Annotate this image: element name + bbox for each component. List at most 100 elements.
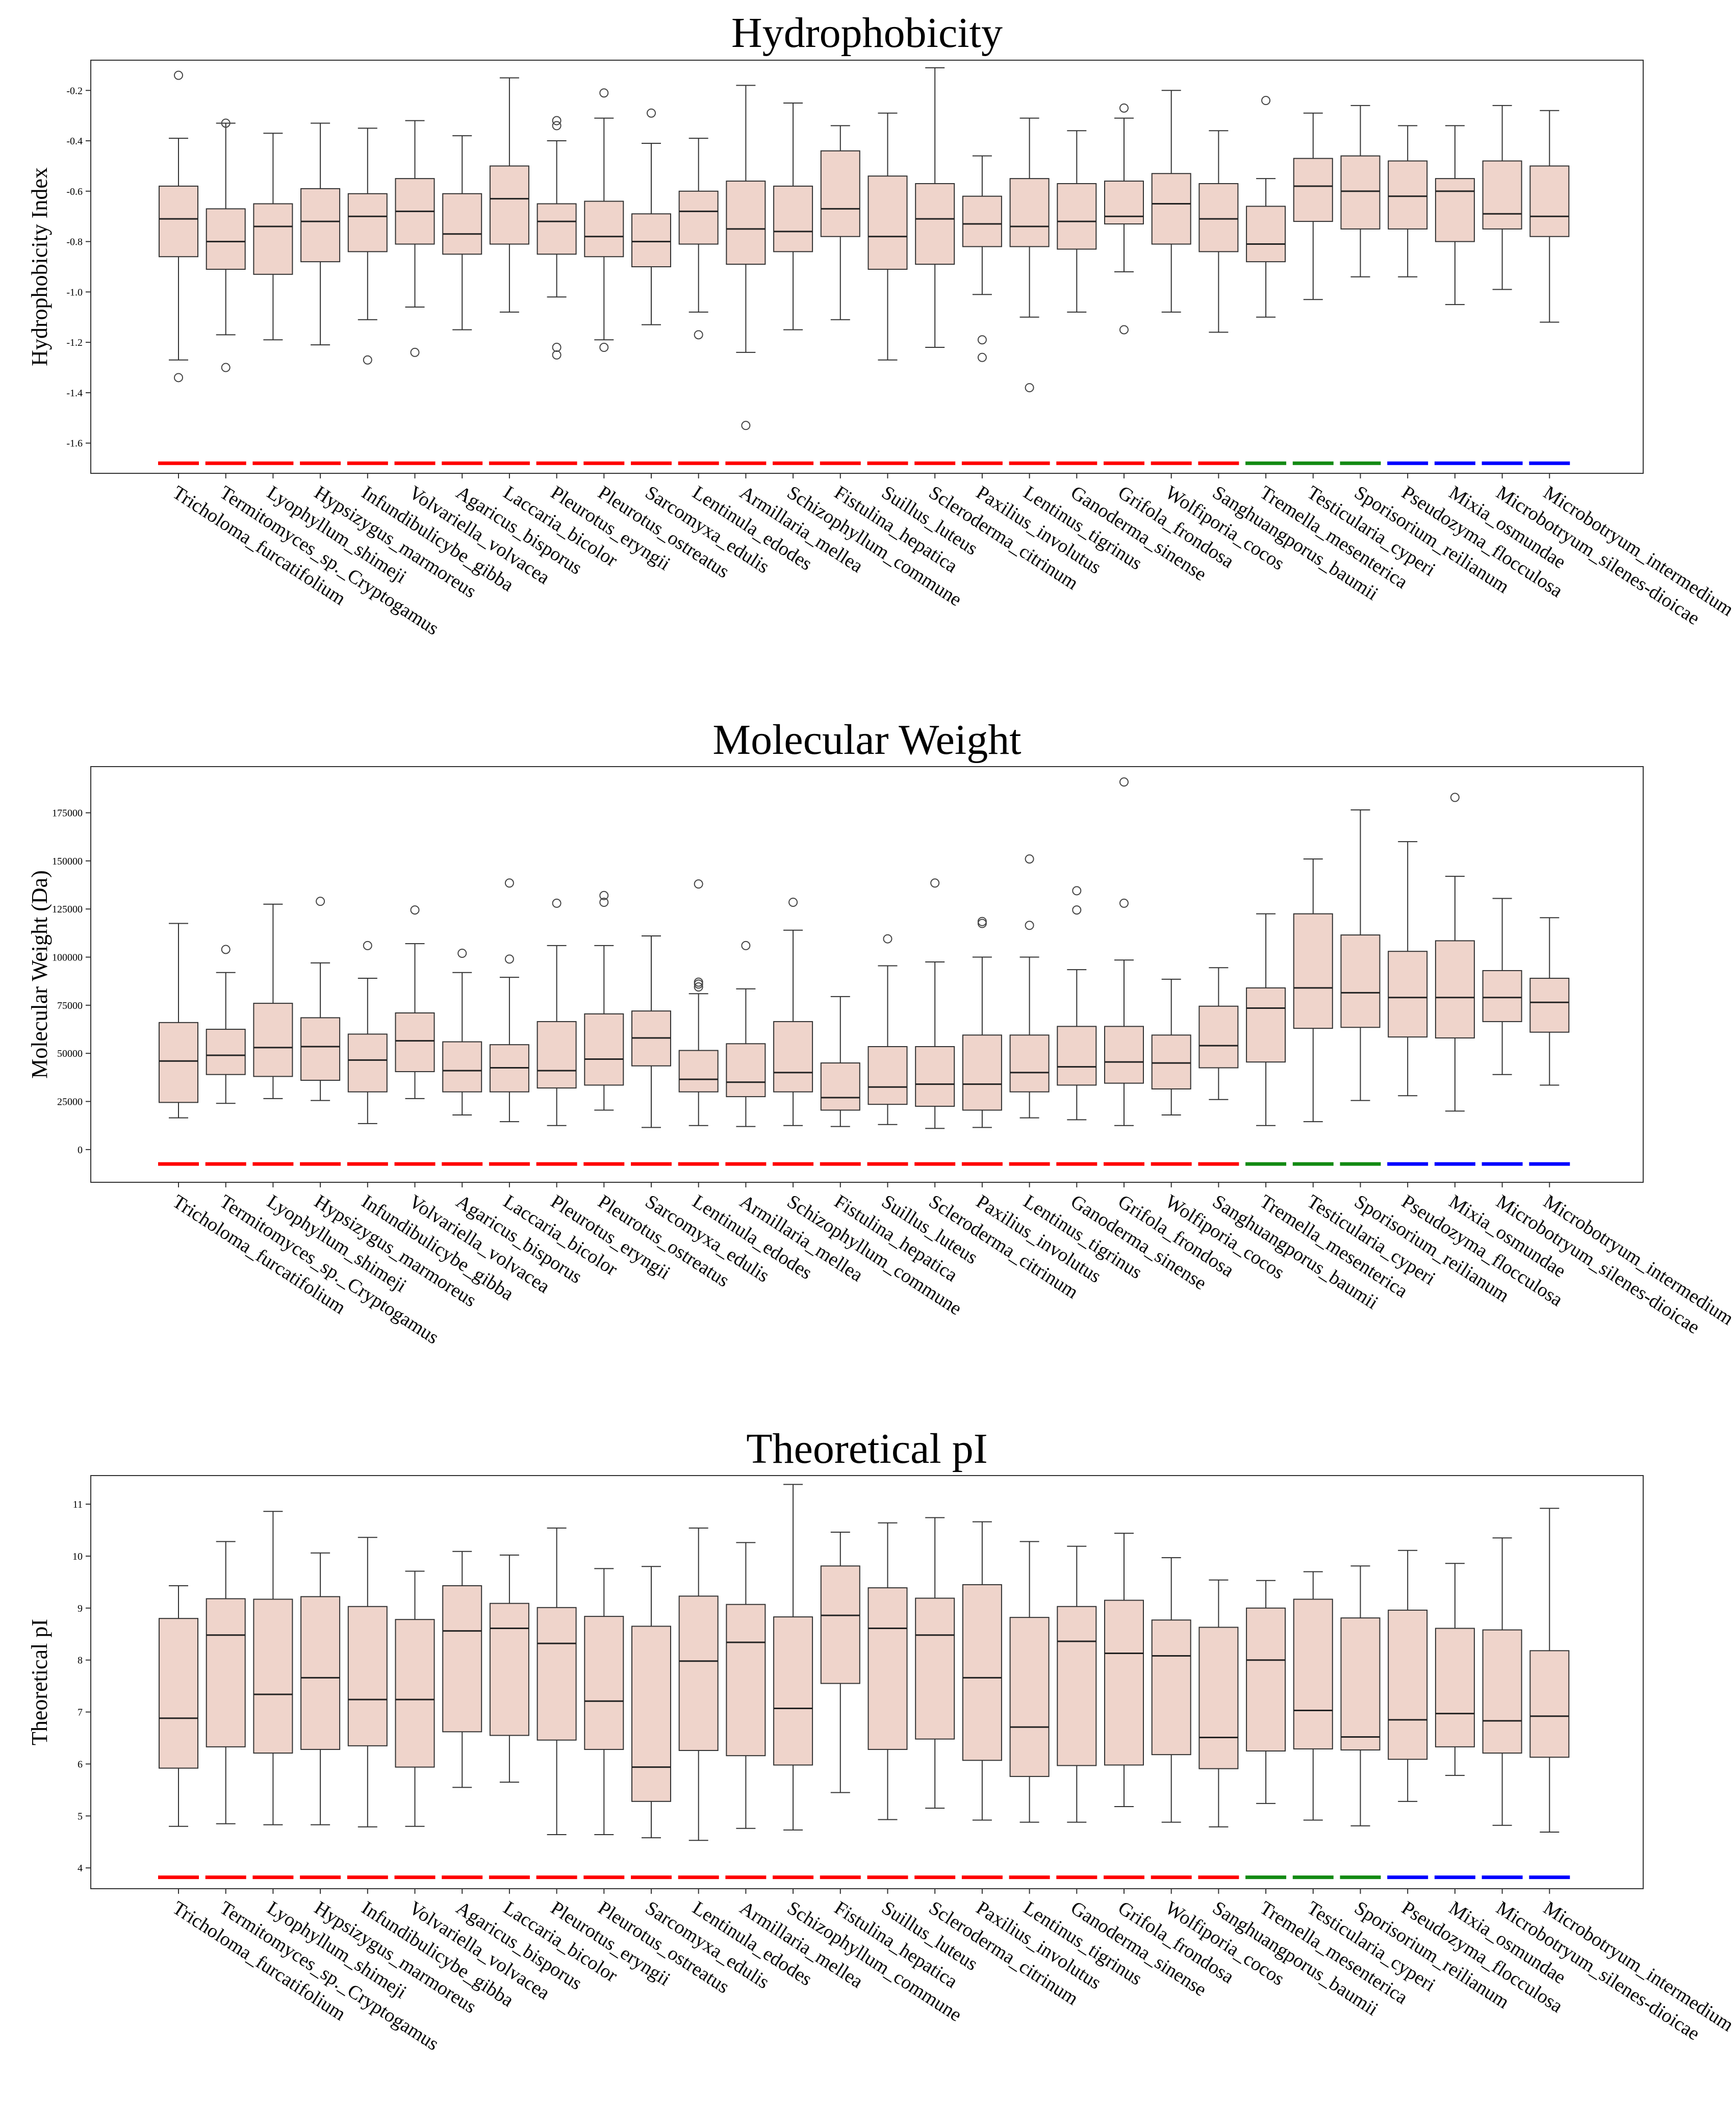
outlier-point — [977, 352, 987, 362]
box-iqr — [347, 1033, 388, 1093]
box-iqr — [1435, 1628, 1475, 1747]
box-Microbotryum_intermedium: Microbotryum_intermedium — [1529, 110, 1736, 621]
box-iqr — [489, 1603, 529, 1736]
box-iqr — [1246, 1607, 1286, 1751]
outlier-point — [221, 118, 231, 128]
box-iqr — [1198, 183, 1239, 252]
box-iqr — [537, 1021, 577, 1089]
box-iqr — [1151, 1619, 1191, 1756]
outlier-point — [410, 905, 420, 915]
box-iqr — [962, 1034, 1002, 1111]
box-iqr — [1340, 1617, 1381, 1750]
outlier-point — [1119, 103, 1129, 113]
box-iqr — [1104, 1600, 1144, 1766]
y-tick-label: 175000 — [52, 808, 83, 819]
outlier-point — [1025, 854, 1034, 864]
box-iqr — [773, 1616, 813, 1766]
box-iqr — [1529, 1650, 1570, 1758]
outlier-point — [552, 116, 561, 125]
outlier-point — [1119, 898, 1129, 908]
y-tick-label: -1.2 — [66, 337, 83, 348]
box-iqr — [206, 1029, 246, 1075]
box-iqr — [300, 188, 341, 263]
box-iqr — [1057, 183, 1097, 250]
outlier-point — [788, 898, 798, 907]
box-iqr — [1435, 940, 1475, 1039]
box-iqr — [206, 208, 246, 270]
outlier-point — [977, 919, 987, 928]
outlier-point — [741, 421, 751, 430]
outlier-point — [552, 343, 561, 352]
y-tick-label: -0.8 — [66, 237, 83, 248]
outlier-point — [363, 355, 372, 365]
box-iqr — [1104, 1026, 1144, 1084]
box-iqr — [1198, 1005, 1239, 1069]
y-tick-label: -1.6 — [66, 438, 83, 449]
chart-2: Molecular Weight Molecular Weight (Da) 0 25… — [27, 716, 1736, 1349]
outlier-point — [1025, 383, 1034, 393]
box-iqr — [726, 181, 766, 265]
box-iqr — [347, 1606, 388, 1746]
box-iqr — [584, 1013, 624, 1086]
box-iqr — [1151, 173, 1191, 245]
box-iqr — [773, 1021, 813, 1093]
box-iqr — [206, 1598, 246, 1747]
plot-frame — [90, 1475, 1644, 1889]
box-iqr — [1009, 178, 1050, 247]
box-iqr — [1151, 1034, 1191, 1090]
outlier-point — [977, 335, 987, 345]
outlier-point — [883, 934, 892, 944]
box-iqr — [1198, 1627, 1239, 1769]
box-iqr — [159, 1022, 198, 1103]
box-iqr — [1388, 1609, 1428, 1760]
box-iqr — [820, 1062, 860, 1111]
box-iqr — [915, 183, 955, 265]
outlier-point — [174, 373, 183, 383]
outlier-point — [694, 977, 703, 987]
outlier-point — [552, 350, 561, 360]
box-iqr — [773, 185, 813, 252]
outlier-point — [1119, 325, 1129, 335]
box-iqr — [1057, 1606, 1097, 1766]
chart-title: Hydrophobicity — [731, 9, 1003, 57]
y-tick-label: 150000 — [52, 856, 83, 867]
box-iqr — [1293, 913, 1333, 1029]
box-iqr — [442, 1585, 482, 1733]
box-iqr — [395, 1012, 435, 1073]
y-tick-label: -0.6 — [66, 186, 83, 197]
box-iqr — [631, 213, 671, 267]
box-iqr — [1340, 155, 1381, 230]
y-tick-label: -0.2 — [66, 85, 83, 96]
box-iqr — [584, 1616, 624, 1750]
outlier-point — [221, 363, 231, 372]
y-tick-label: 100000 — [52, 952, 83, 963]
y-axis-label: Hydrophobicity Index — [27, 167, 52, 366]
y-tick-label: 0 — [78, 1145, 83, 1156]
y-tick-label: -1.4 — [66, 388, 83, 399]
box-iqr — [1009, 1034, 1050, 1093]
outlier-point — [552, 898, 561, 908]
box-iqr — [678, 190, 719, 245]
box-iqr — [915, 1597, 955, 1740]
box-iqr — [395, 1619, 435, 1768]
box-iqr — [962, 1584, 1002, 1761]
box-iqr — [584, 200, 624, 258]
box-iqr — [1340, 934, 1381, 1028]
outlier-point — [552, 121, 561, 131]
x-tick-label: Microbotryum_intermedium — [1540, 1190, 1736, 1329]
box-iqr — [678, 1595, 719, 1751]
x-tick-label: Microbotryum_silenes-dioicae — [1492, 1897, 1703, 2044]
box-iqr — [867, 1046, 908, 1105]
outlier-point — [316, 897, 325, 906]
y-tick-label: 4 — [78, 1863, 83, 1874]
y-tick-label: 125000 — [52, 904, 83, 915]
outlier-point — [504, 878, 514, 888]
outlier-point — [457, 948, 467, 958]
box-iqr — [300, 1017, 341, 1081]
box-iqr — [537, 203, 577, 255]
y-tick-label: 10 — [72, 1551, 83, 1562]
y-tick-label: 50000 — [57, 1048, 83, 1059]
box-iqr — [820, 150, 860, 237]
box-iqr — [489, 165, 529, 245]
